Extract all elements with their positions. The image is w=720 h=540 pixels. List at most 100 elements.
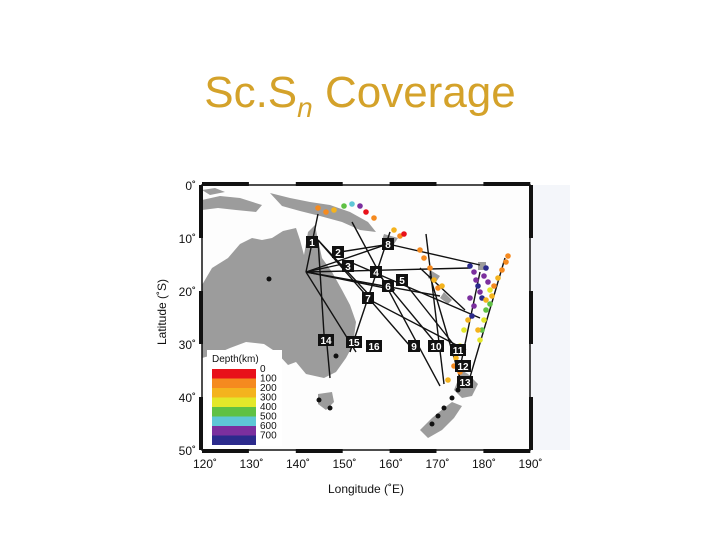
- event-marker: [471, 269, 477, 275]
- x-tick-label: 130˚: [239, 457, 263, 471]
- station-label: 3: [345, 262, 351, 273]
- event-marker: [431, 277, 437, 283]
- station-label: 5: [399, 276, 405, 287]
- event-marker: [439, 283, 445, 289]
- station-label: 14: [320, 336, 332, 347]
- x-tick-label: 170˚: [425, 457, 449, 471]
- event-marker: [481, 273, 487, 279]
- station-label-box: [306, 236, 318, 248]
- legend-swatch: [212, 416, 256, 426]
- x-tick-label: 150˚: [332, 457, 356, 471]
- ray-path: [425, 233, 445, 385]
- event-marker: [467, 295, 473, 301]
- ray-paths: [305, 213, 506, 387]
- station-label-box: [382, 238, 394, 250]
- x-tick-label: 160˚: [379, 457, 403, 471]
- legend-label: 700: [260, 431, 277, 442]
- station-label-box: [346, 336, 362, 348]
- station-label-box: [455, 360, 471, 372]
- indonesia-landmass: [202, 196, 262, 212]
- event-marker: [315, 205, 321, 211]
- australia-landmass: [202, 225, 356, 378]
- event-marker: [427, 265, 433, 271]
- event-marker: [505, 253, 511, 259]
- legend-swatch: [212, 435, 256, 445]
- event-marker: [461, 327, 467, 333]
- station-label: 8: [385, 240, 391, 251]
- y-tick-label: 0˚: [185, 179, 196, 193]
- event-marker: [357, 203, 363, 209]
- event-marker: [495, 275, 501, 281]
- event-marker: [475, 283, 481, 289]
- event-marker: [469, 313, 475, 319]
- event-marker: [489, 293, 495, 299]
- station-label: 16: [368, 342, 380, 353]
- event-marker: [349, 201, 355, 207]
- x-tick-label: 180˚: [472, 457, 496, 471]
- title-suffix: Coverage: [312, 68, 516, 117]
- station-label: 15: [348, 338, 360, 349]
- legend-swatch: [212, 426, 256, 436]
- legend-swatch: [212, 388, 256, 398]
- x-tick-label: 120˚: [193, 457, 217, 471]
- station-dot: [441, 405, 447, 411]
- event-marker: [483, 297, 489, 303]
- event-marker: [499, 267, 505, 273]
- legend-label: 400: [260, 402, 277, 413]
- map-border: [199, 182, 533, 453]
- y-tick-label: 10˚: [179, 232, 196, 246]
- x-tick-label: 140˚: [286, 457, 310, 471]
- page-title: Sc.Sn Coverage: [0, 68, 720, 124]
- station-label-box: [342, 260, 354, 272]
- station-label: 13: [459, 378, 471, 389]
- event-marker: [485, 279, 491, 285]
- station-label: 4: [373, 268, 379, 279]
- station-dot: [429, 421, 435, 427]
- station-dot: [435, 413, 441, 419]
- legend-label: 300: [260, 393, 277, 404]
- ray-path: [387, 243, 481, 266]
- event-marker: [477, 337, 483, 343]
- station-label: 10: [430, 342, 442, 353]
- station-label-box: [366, 340, 382, 352]
- station-label-box: [370, 266, 382, 278]
- event-marker: [503, 259, 509, 265]
- legend-swatch: [212, 378, 256, 388]
- event-marker: [477, 289, 483, 295]
- new-zealand-south-island: [420, 402, 462, 438]
- legend-label: 0: [260, 364, 266, 375]
- legend-label: 100: [260, 374, 277, 385]
- station-label-box: [408, 340, 420, 352]
- ray-path: [317, 239, 325, 335]
- event-marker: [391, 227, 397, 233]
- event-marker: [401, 231, 407, 237]
- station-dot: [455, 387, 461, 393]
- station-dot: [327, 405, 333, 411]
- station-label-box: [318, 334, 334, 346]
- legend-title: Depth(km): [212, 354, 259, 365]
- event-marker: [445, 377, 451, 383]
- legend-label: 600: [260, 421, 277, 432]
- station-label-box: [332, 246, 344, 258]
- y-tick-label: 20˚: [179, 285, 196, 299]
- plot-margin: [530, 185, 570, 450]
- station-label-box: [382, 280, 394, 292]
- y-tick-label: 50˚: [179, 444, 196, 458]
- title-prefix: Sc.S: [204, 68, 298, 117]
- event-marker: [341, 203, 347, 209]
- event-marker: [491, 283, 497, 289]
- event-marker: [479, 327, 485, 333]
- title-subscript: n: [297, 92, 313, 123]
- station-label: 6: [385, 282, 391, 293]
- event-marker: [483, 265, 489, 271]
- event-marker: [483, 307, 489, 313]
- event-marker: [487, 287, 493, 293]
- event-marker: [417, 247, 423, 253]
- new-guinea-landmass: [270, 193, 376, 232]
- legend-label: 500: [260, 412, 277, 423]
- y-tick-label: 40˚: [179, 391, 196, 405]
- y-tick-labels: 0˚ 10˚ 20˚ 30˚ 40˚ 50˚: [179, 179, 196, 458]
- station-label: 7: [365, 294, 371, 305]
- event-marker: [323, 209, 329, 215]
- legend-swatch: [212, 407, 256, 417]
